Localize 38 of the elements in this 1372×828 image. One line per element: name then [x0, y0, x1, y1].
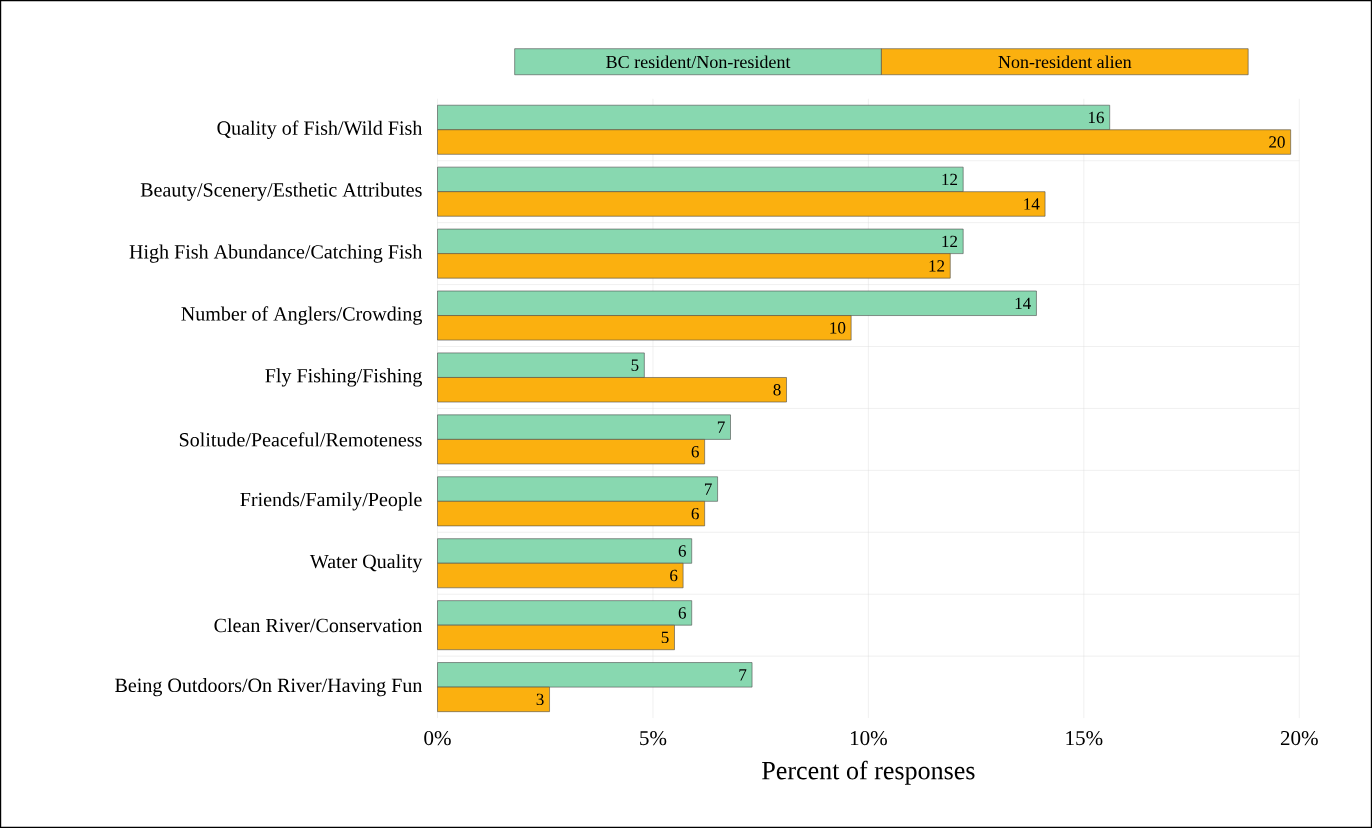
- y-tick-label: High Fish Abundance/Catching Fish: [129, 244, 423, 263]
- data-label: 3: [536, 693, 544, 706]
- y-tick-label: Quality of Fish/Wild Fish: [217, 120, 423, 140]
- data-label: 6: [691, 446, 699, 458]
- data-label: 16: [1088, 111, 1104, 124]
- data-label: 12: [942, 235, 958, 248]
- data-label: 20: [1269, 136, 1285, 148]
- data-label: 6: [670, 569, 678, 582]
- x-tick-label: 20%: [1280, 731, 1318, 746]
- text: Non-resident alien: [998, 55, 1132, 69]
- y-tick-label: Beauty/Scenery/Esthetic Attributes: [140, 182, 422, 201]
- x-tick-label: 5%: [640, 731, 667, 746]
- data-label: 7: [717, 421, 725, 433]
- data-label: 7: [739, 669, 747, 681]
- x-tick-label: 0%: [424, 731, 451, 746]
- y-tick-label: Solitude/Peaceful/Remoteness: [179, 432, 422, 447]
- data-label: 5: [631, 359, 639, 371]
- y-tick-label: Number of Anglers/Crowding: [181, 306, 422, 325]
- y-tick-label: Clean River/Conservation: [214, 618, 423, 633]
- y-tick-label: Friends/Family/People: [240, 492, 422, 511]
- data-label: 7: [704, 483, 712, 495]
- data-label: 14: [1024, 198, 1040, 210]
- x-tick-label: 10%: [850, 731, 887, 746]
- data-label: 10: [830, 322, 846, 334]
- y-tick-label: Being Outdoors/On River/Having Fun: [115, 678, 423, 697]
- data-label: 14: [1015, 297, 1031, 309]
- data-label: 12: [942, 173, 958, 186]
- data-label: 12: [929, 260, 945, 272]
- data-label: 5: [661, 631, 669, 644]
- x-tick-label: 15%: [1066, 731, 1103, 746]
- x-axis-title: Percent of responses: [762, 760, 975, 785]
- data-label: 6: [678, 545, 687, 557]
- y-tick-label: Water Quality: [309, 554, 423, 573]
- data-label: 6: [678, 607, 687, 619]
- data-label: 6: [691, 507, 699, 520]
- y-tick-label: Fly Fishing/Fishing: [265, 368, 422, 387]
- data-label: 8: [773, 384, 781, 396]
- text: BC resident/Non-resident: [606, 55, 791, 69]
